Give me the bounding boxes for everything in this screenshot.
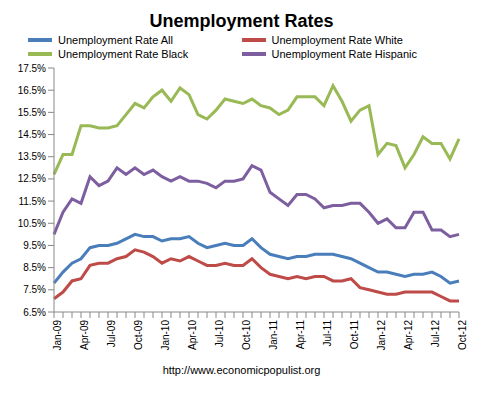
svg-text:Oct-10: Oct-10 [241, 320, 252, 350]
svg-text:Jan-12: Jan-12 [376, 320, 387, 351]
svg-text:Oct-12: Oct-12 [457, 320, 468, 350]
svg-text:7.5%: 7.5% [23, 284, 46, 295]
svg-text:Oct-09: Oct-09 [133, 320, 144, 350]
svg-text:17.5%: 17.5% [18, 63, 46, 74]
svg-text:15.5%: 15.5% [18, 107, 46, 118]
svg-text:Apr-10: Apr-10 [187, 320, 198, 350]
svg-text:6.5%: 6.5% [23, 307, 46, 318]
svg-text:Jan-09: Jan-09 [52, 320, 63, 351]
svg-text:12.5%: 12.5% [18, 173, 46, 184]
html-text:Unemployment Rate All: Unemployment Rate All [58, 34, 173, 46]
svg-text:14.5%: 14.5% [18, 129, 46, 140]
svg-text:11.5%: 11.5% [18, 196, 46, 207]
html-text:Unemployment Rate White: Unemployment Rate White [271, 34, 403, 46]
svg-text:16.5%: 16.5% [18, 85, 46, 96]
svg-text:Apr-11: Apr-11 [295, 320, 306, 350]
svg-text:Jul-09: Jul-09 [106, 320, 117, 348]
html-text:http://www.economicpopulist.or: http://www.economicpopulist.org [162, 364, 321, 376]
svg-text:Jul-12: Jul-12 [430, 320, 441, 348]
svg-text:10.5%: 10.5% [18, 218, 46, 229]
html-text:Unemployment Rate Black: Unemployment Rate Black [58, 48, 189, 60]
svg-text:Jul-10: Jul-10 [214, 320, 225, 348]
svg-text:Jan-10: Jan-10 [160, 320, 171, 351]
svg-text:8.5%: 8.5% [23, 262, 46, 273]
svg-text:9.5%: 9.5% [23, 240, 46, 251]
html-text:Unemployment Rates: Unemployment Rates [149, 11, 334, 31]
svg-text:Oct-11: Oct-11 [349, 320, 360, 350]
svg-text:Jan-11: Jan-11 [268, 320, 279, 350]
html-text:Unemployment Rate Hispanic: Unemployment Rate Hispanic [271, 48, 417, 60]
svg-text:Apr-12: Apr-12 [403, 320, 414, 350]
svg-text:Jul-11: Jul-11 [322, 320, 333, 347]
svg-text:Apr-09: Apr-09 [79, 320, 90, 350]
svg-text:13.5%: 13.5% [18, 151, 46, 162]
